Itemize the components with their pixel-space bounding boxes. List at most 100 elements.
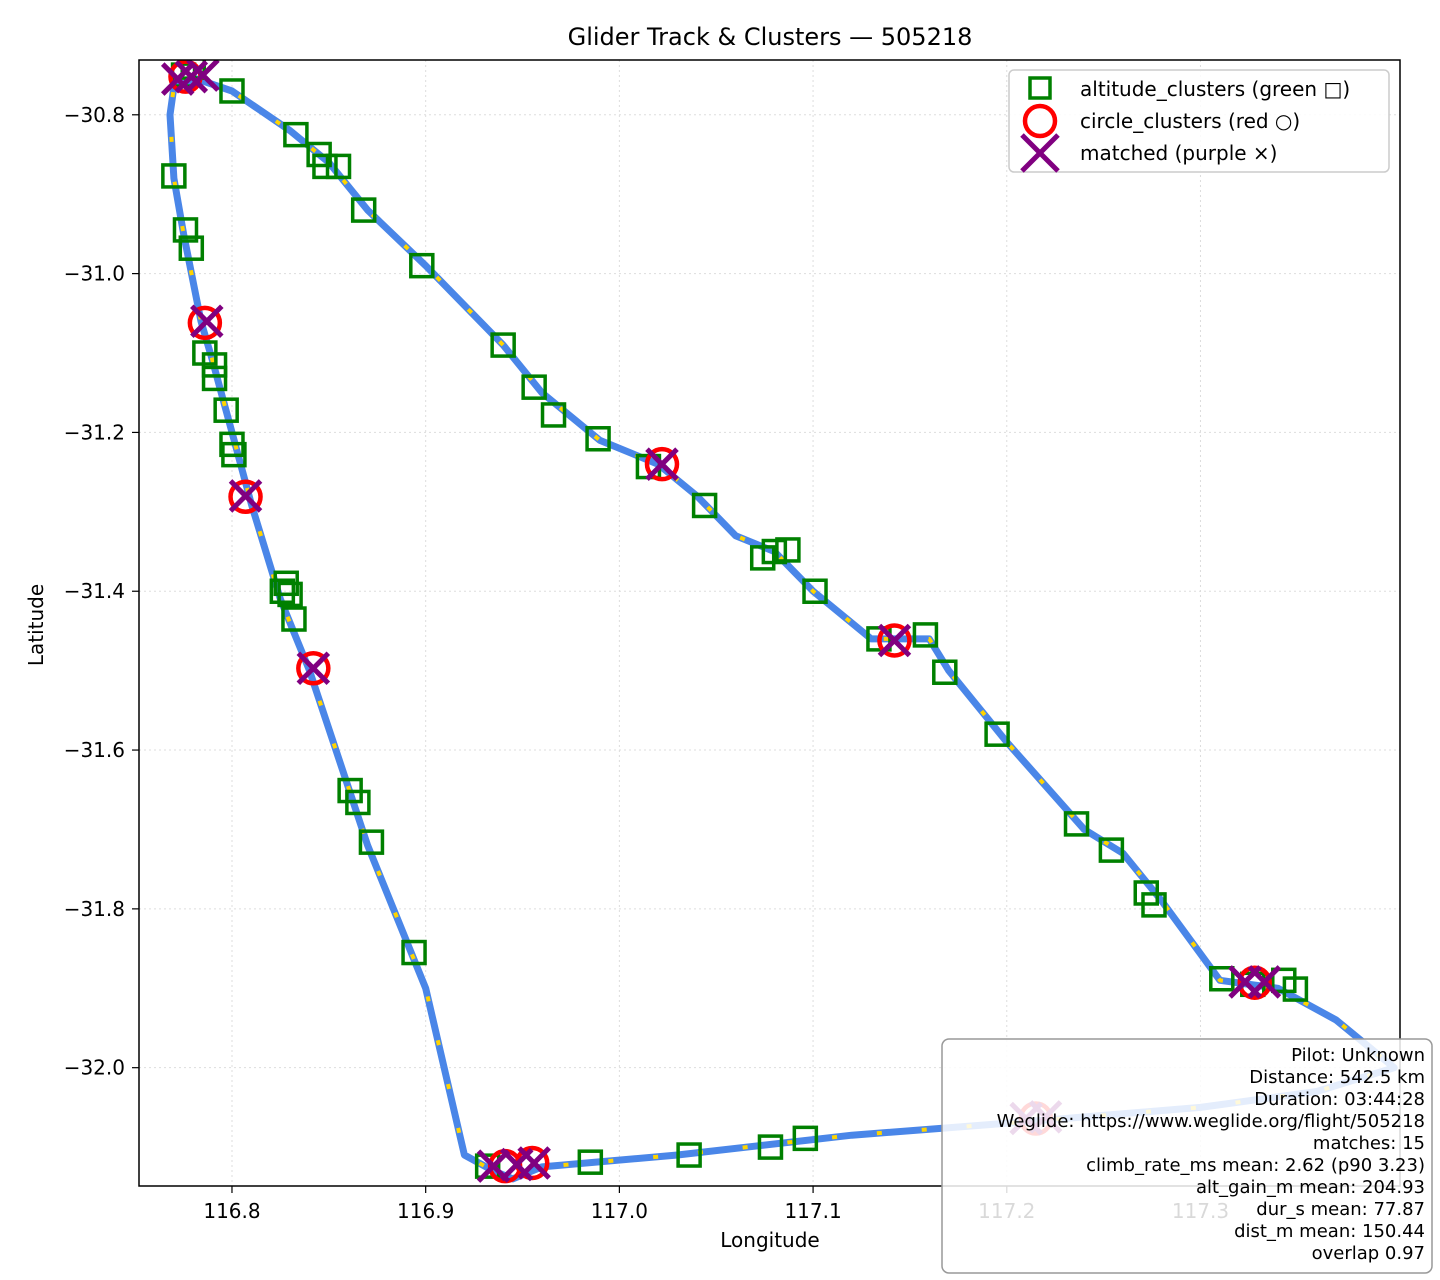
altitude-cluster-marker [775, 537, 801, 563]
matched-marker [877, 623, 912, 658]
altitude-cluster-marker [932, 659, 958, 685]
y-axis-title: Latitude [24, 584, 48, 666]
legend-label-altitude-clusters: altitude_clusters (green □) [1080, 77, 1350, 101]
matched-marker-stroke [228, 479, 263, 513]
altitude-cluster-marker [409, 252, 435, 279]
altitude-cluster-marker [281, 606, 307, 632]
altitude-cluster-marker [201, 365, 228, 392]
altitude-cluster-marker [161, 163, 187, 189]
circle-cluster-marker [228, 479, 263, 514]
x-tick-label: 116.8 [203, 1199, 260, 1223]
altitude-cluster-marker [521, 374, 547, 400]
y-tick-label: −30.8 [64, 103, 125, 127]
altitude-cluster-marker [273, 570, 299, 597]
matched-marker [228, 479, 263, 513]
altitude-cluster-marker [761, 538, 788, 565]
matched-marker [190, 304, 224, 339]
y-tick-label: −31.0 [64, 262, 125, 286]
altitude-cluster-marker [1098, 837, 1125, 863]
altitude-cluster-marker [802, 578, 828, 604]
altitude-cluster-marker [269, 578, 296, 604]
y-tick-label: −31.2 [64, 420, 125, 444]
altitude-cluster-marker [312, 153, 338, 180]
x-tick-label: 117.1 [784, 1199, 841, 1223]
altitude-cluster-marker [401, 939, 427, 966]
y-tick-label: −31.4 [64, 579, 125, 603]
legend-frame [1008, 69, 1390, 173]
y-tick-label: −31.6 [64, 738, 125, 762]
altitude-cluster-marker [490, 332, 516, 358]
altitude-cluster-marker [283, 121, 309, 148]
y-axis: −30.8 −31.0 −31.2 −31.4 −31.6 −31.8 −32.0 [64, 103, 139, 1080]
legend: altitude_clusters (green □) circle_clust… [1008, 69, 1390, 173]
matched-marker [517, 1146, 551, 1180]
info-weglide: Weglide: https://www.weglide.org/flight/… [997, 1111, 1425, 1132]
circle-cluster-marker [644, 446, 680, 482]
altitude-cluster-marker [350, 197, 377, 223]
altitude-cluster-marker [213, 397, 239, 423]
altitude-cluster-marker [984, 721, 1010, 747]
info-overlap: overlap 0.97 [1312, 1243, 1425, 1264]
plot-area [139, 60, 1400, 1186]
altitude-cluster-marker [358, 829, 385, 855]
altitude-cluster-marker [585, 426, 611, 452]
altitude-cluster-marker [192, 340, 218, 366]
matched-marker-stroke [160, 62, 195, 96]
altitude-cluster-marker [1209, 965, 1235, 992]
x-tick-label: 116.9 [397, 1199, 454, 1223]
altitude-cluster-marker [912, 622, 939, 648]
altitude-cluster-marker [1141, 892, 1167, 918]
altitude-cluster-marker [792, 1125, 819, 1152]
matched-marker-stroke [517, 1146, 551, 1180]
matched-marker-stroke [1247, 965, 1282, 999]
legend-marker-x [1020, 133, 1060, 173]
altitude-cluster-marker [676, 1142, 702, 1168]
altitude-cluster-marker [1063, 811, 1090, 837]
info-alt-gain: alt_gain_m mean: 204.93 [1196, 1177, 1425, 1198]
info-climb-rate: climb_rate_ms mean: 2.62 (p90 3.23) [1086, 1155, 1425, 1176]
altitude-cluster-marker [178, 235, 205, 261]
altitude-cluster-marker [577, 1149, 604, 1175]
altitude-cluster-marker [337, 777, 363, 804]
info-duration: Duration: 03:44:28 [1254, 1089, 1425, 1110]
matched-marker-stroke [877, 623, 912, 658]
matched-marker-stroke [174, 60, 209, 94]
circle-cluster-marker [877, 623, 912, 658]
altitude-cluster-marker [172, 217, 199, 243]
circle-cluster-marker [1237, 965, 1272, 1000]
legend-label-matched: matched (purple ×) [1080, 141, 1277, 165]
y-tick-label: −31.8 [64, 897, 125, 921]
altitude-cluster-marker [474, 1153, 501, 1179]
matched-marker-stroke [186, 60, 220, 92]
matched-marker-stroke [296, 651, 331, 686]
matched-marker-stroke [645, 447, 679, 481]
legend-markers [1020, 76, 1060, 173]
chart-title: Glider Track & Clusters — 505218 [568, 23, 973, 51]
matched-marker-stroke [476, 1149, 511, 1183]
legend-label-circle-clusters: circle_clusters (red ○) [1080, 109, 1300, 133]
y-tick-label: −32.0 [64, 1056, 125, 1080]
altitude-cluster-marker [757, 1134, 784, 1160]
altitude-cluster-marker [691, 492, 718, 519]
x-tick-label: 117.0 [591, 1199, 648, 1223]
legend-marker-square [1028, 76, 1052, 100]
matched-marker [174, 60, 209, 94]
info-dist: dist_m mean: 150.44 [1234, 1221, 1425, 1242]
info-dur: dur_s mean: 77.87 [1256, 1199, 1425, 1220]
info-box: Pilot: Unknown Distance: 542.5 km Durati… [941, 1038, 1433, 1274]
info-distance: Distance: 542.5 km [1249, 1067, 1425, 1088]
info-pilot: Pilot: Unknown [1291, 1045, 1425, 1066]
matched-marker [1247, 965, 1282, 999]
info-box-frame [941, 1038, 1433, 1274]
legend-marker-circle [1022, 103, 1058, 139]
matched-marker [186, 60, 220, 92]
altitude-cluster-marker [219, 78, 245, 104]
x-axis-title: Longitude [720, 1228, 819, 1252]
matched-marker [645, 447, 679, 481]
plot-frame [138, 59, 1401, 1187]
info-matches: matches: 15 [1313, 1133, 1425, 1154]
matched-marker [296, 651, 331, 686]
altitude-cluster-marker [1282, 976, 1309, 1002]
altitude-cluster-marker [540, 402, 567, 428]
